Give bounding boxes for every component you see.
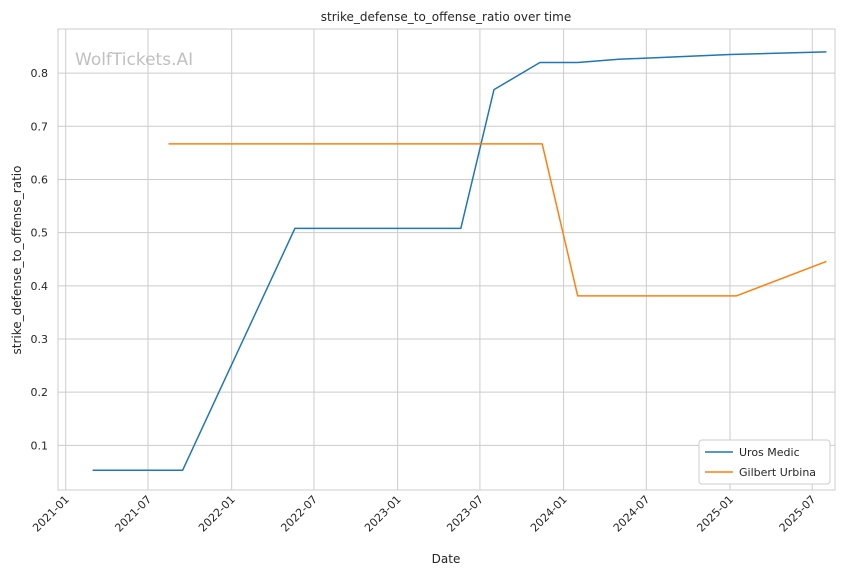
x-axis-label: Date <box>432 552 461 566</box>
y-tick-label: 0.1 <box>31 439 49 452</box>
x-tick-label: 2023-01 <box>362 493 404 535</box>
grid <box>58 29 835 490</box>
x-tick-label: 2021-01 <box>30 493 72 535</box>
y-tick-label: 0.6 <box>31 173 49 186</box>
x-tick-label: 2023-07 <box>444 493 486 535</box>
x-tick-label: 2024-01 <box>528 493 570 535</box>
x-tick-label: 2021-07 <box>112 493 154 535</box>
y-tick-label: 0.5 <box>31 227 49 240</box>
series-layer <box>92 51 827 472</box>
x-tick-labels: 2021-01 2021-07 2022-01 2022-07 2023-01 2023-… <box>30 493 818 535</box>
x-tick-label: 2025-01 <box>694 493 736 535</box>
x-tick-label: 2022-07 <box>278 493 320 535</box>
plot-area <box>58 29 835 490</box>
y-tick-label: 0.7 <box>31 120 49 133</box>
series-line-gilbert-urbina <box>168 143 827 297</box>
legend: Uros Medic Gilbert Urbina <box>698 439 831 485</box>
y-axis-label: strike_defense_to_offense_ratio <box>10 166 24 355</box>
watermark: WolfTickets.AI <box>75 50 193 70</box>
x-tick-label: 2022-01 <box>196 493 238 535</box>
y-tick-labels: 0.1 0.2 0.3 0.4 0.5 0.6 0.7 0.8 <box>31 67 49 452</box>
y-tick-label: 0.2 <box>31 386 49 399</box>
legend-label-uros-medic: Uros Medic <box>739 446 800 459</box>
legend-box <box>698 439 831 485</box>
y-tick-label: 0.4 <box>31 280 49 293</box>
legend-label-gilbert-urbina: Gilbert Urbina <box>739 466 816 479</box>
series-line-uros-medic <box>92 51 827 472</box>
x-tick-label: 2024-07 <box>611 493 653 535</box>
chart-title: strike_defense_to_offense_ratio over tim… <box>321 10 571 24</box>
plot-frame <box>57 28 836 491</box>
y-tick-label: 0.8 <box>31 67 49 80</box>
y-tick-label: 0.3 <box>31 333 49 346</box>
x-tick-label: 2025-07 <box>777 493 819 535</box>
